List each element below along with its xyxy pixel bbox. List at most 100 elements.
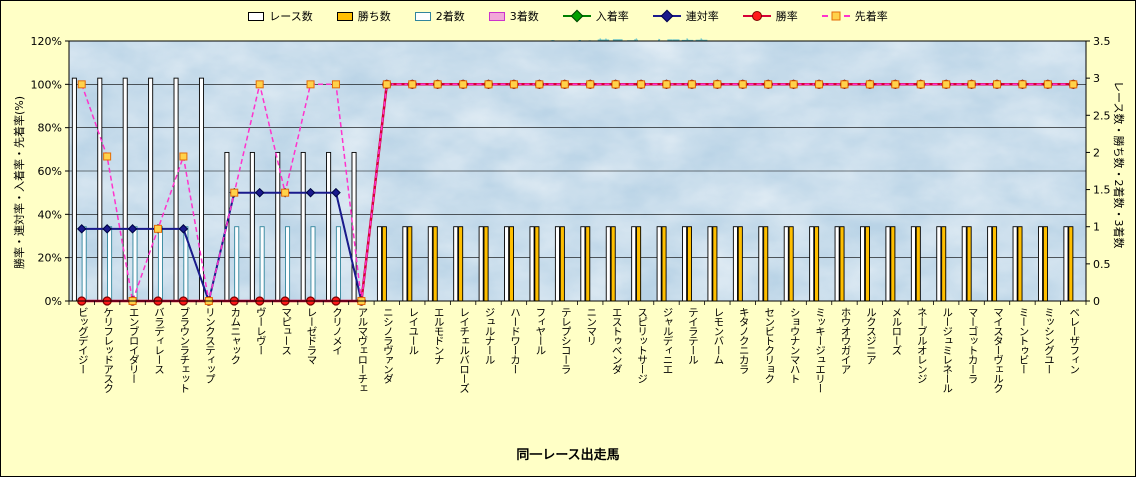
legend-label: 連対率 <box>685 10 719 23</box>
square-marker-icon <box>459 80 468 89</box>
bar <box>310 226 316 302</box>
bar <box>559 226 565 302</box>
bar <box>148 77 154 302</box>
bar <box>605 226 611 302</box>
bar <box>376 226 382 302</box>
left-tick-label: 40% <box>38 208 62 221</box>
legend-line-swatch <box>821 11 850 22</box>
legend-item-7: 先着率 <box>821 8 888 24</box>
square-marker-icon <box>738 80 747 89</box>
bar <box>631 226 637 302</box>
right-axis-ticks: 0 0.5 1 1.5 2 2.5 3 3.5 <box>1086 35 1111 308</box>
square-marker-icon <box>77 80 86 89</box>
square-marker-icon <box>306 80 315 89</box>
square-marker-icon <box>637 80 646 89</box>
x-category-label: テレプシコーラ <box>559 307 572 374</box>
bar <box>992 226 998 302</box>
diamond-marker-icon <box>127 224 138 234</box>
square-marker-icon <box>103 152 112 161</box>
legend-line-swatch <box>562 9 591 23</box>
bar <box>478 226 484 302</box>
bar <box>534 226 540 302</box>
square-marker-icon <box>789 80 798 89</box>
legend-line-swatch <box>652 9 681 23</box>
legend-item-0: レース数 <box>248 8 313 24</box>
x-category-label: スピリットサージ <box>636 307 649 383</box>
left-tick-label: 60% <box>38 165 62 178</box>
bar <box>961 226 967 302</box>
bar <box>285 226 291 302</box>
bar <box>936 226 942 302</box>
bar <box>508 226 514 302</box>
right-tick-label: 3 <box>1093 72 1100 85</box>
bar <box>1042 226 1048 302</box>
x-category-label: ルクスジニア <box>864 307 877 364</box>
legend-bar-swatch <box>488 11 505 21</box>
x-category-label: ブラウンラチェット <box>178 307 191 393</box>
bar <box>809 226 815 302</box>
square-marker-icon <box>916 80 925 89</box>
x-category-label: ルージュミレネール <box>941 307 954 393</box>
bar <box>458 226 464 302</box>
legend-label: 勝ち数 <box>357 10 391 23</box>
x-category-label: ジャルディニエ <box>661 307 674 374</box>
right-tick-label: 3.5 <box>1093 35 1111 48</box>
x-category-label: フィヤール <box>534 307 547 355</box>
x-category-label: キタノクニカラ <box>737 307 750 374</box>
diamond-marker-icon <box>331 187 341 198</box>
left-tick-label: 20% <box>38 252 62 265</box>
right-tick-label: 1.5 <box>1093 184 1111 197</box>
circle-marker-icon <box>751 11 762 21</box>
bar <box>987 226 993 302</box>
bar <box>97 77 103 302</box>
legend-label: 2着数 <box>435 10 465 23</box>
bar <box>788 226 794 302</box>
bar <box>656 226 662 302</box>
x-category-label: ニンマリ <box>585 307 598 345</box>
legend-bar-swatch <box>336 11 353 21</box>
bar <box>529 226 535 302</box>
x-category-label: ヴーレヴー <box>254 307 267 355</box>
square-marker-icon <box>993 80 1002 89</box>
square-marker-icon <box>687 80 696 89</box>
x-category-label: ビッグデイジー <box>76 307 89 374</box>
bar <box>783 226 789 302</box>
square-marker-icon <box>713 80 722 89</box>
legend-line-swatch <box>742 11 771 22</box>
square-marker-icon <box>230 188 239 197</box>
bar <box>610 226 616 302</box>
left-tick-label: 0% <box>45 295 62 308</box>
square-marker-icon <box>433 80 442 89</box>
square-marker-icon <box>331 80 340 89</box>
bar <box>966 226 972 302</box>
square-marker-icon <box>1069 80 1078 89</box>
bar <box>758 226 764 302</box>
diamond-marker-icon <box>102 224 112 234</box>
bar <box>402 226 408 302</box>
square-marker-icon <box>509 80 518 89</box>
bar <box>432 226 438 302</box>
bar <box>941 226 947 302</box>
bar <box>554 226 560 302</box>
x-category-label: マーゴットカーラ <box>966 307 979 383</box>
bar <box>686 226 692 302</box>
x-category-label: マイスターヴェルク <box>992 307 1004 393</box>
legend-bar-swatch <box>248 11 265 21</box>
bar <box>275 151 281 302</box>
bar <box>1063 226 1069 302</box>
bar <box>839 226 845 302</box>
x-category-label: ミッシングユー <box>1042 307 1055 374</box>
bar <box>712 226 718 302</box>
left-tick-label: 100% <box>31 78 62 91</box>
bar <box>910 226 916 302</box>
bar <box>107 226 113 302</box>
x-category-label: テイラテール <box>686 307 699 364</box>
bar <box>1012 226 1018 302</box>
bar <box>860 226 866 302</box>
square-marker-icon <box>281 188 290 197</box>
x-category-label: クリノメイ <box>330 307 343 355</box>
square-marker-icon <box>865 80 874 89</box>
left-tick-label: 80% <box>38 122 62 135</box>
x-category-label: アルマヴェローチェ <box>356 307 369 393</box>
